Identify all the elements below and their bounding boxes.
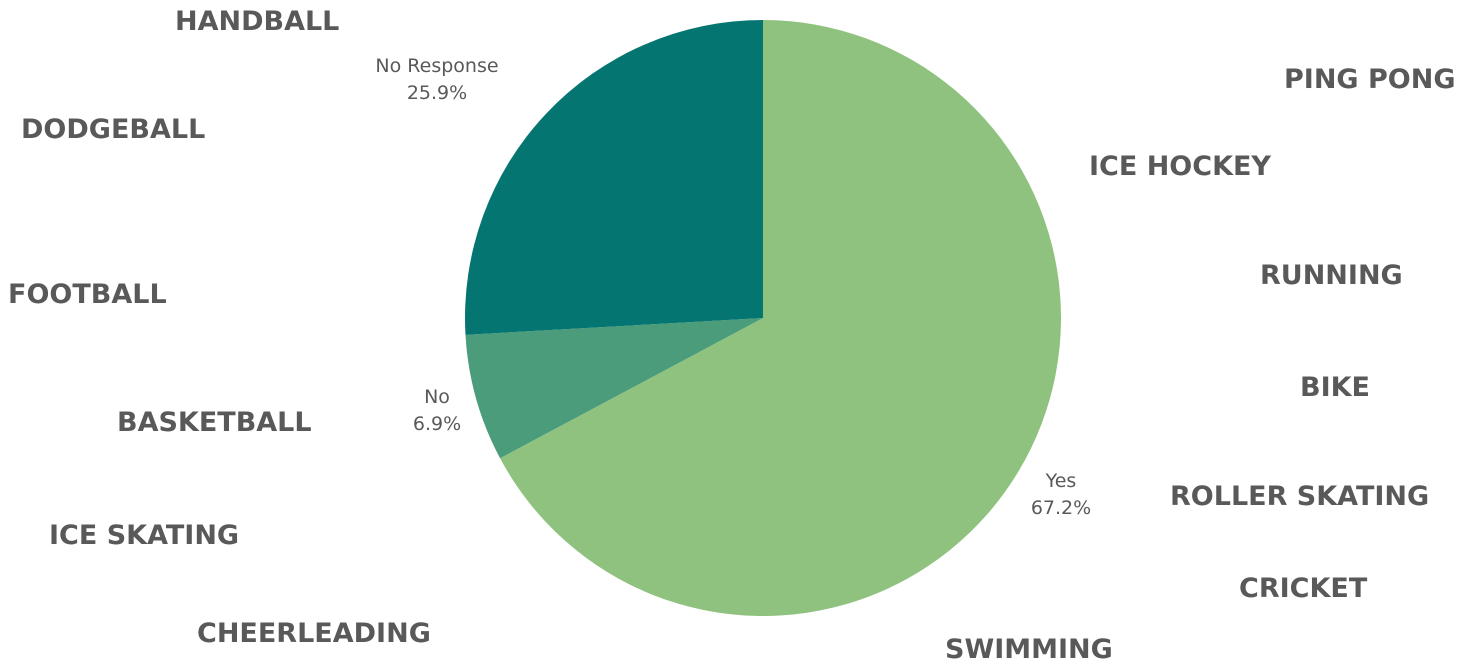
sport-label-running: RUNNING (1260, 260, 1403, 291)
sport-label-ice-skating: ICE SKATING (49, 520, 240, 551)
pie-slice-no-response (465, 20, 763, 335)
sport-label-cheerleading: CHEERLEADING (197, 618, 431, 649)
slice-percent: 25.9% (406, 81, 468, 104)
sport-label-basketball: BASKETBALL (117, 407, 312, 438)
sport-label-football: FOOTBALL (8, 279, 167, 310)
slice-label-yes: Yes 67.2% (1031, 468, 1091, 521)
slice-label-no-response: No Response 25.9% (375, 53, 498, 106)
slice-name: No Response (375, 55, 499, 77)
sport-label-ping-pong: PING PONG (1284, 64, 1456, 95)
sport-label-ice-hockey: ICE HOCKEY (1089, 151, 1271, 182)
sport-label-roller-skating: ROLLER SKATING (1170, 481, 1430, 512)
slice-name: Yes (1045, 470, 1077, 492)
sport-label-dodgeball: DODGEBALL (21, 114, 206, 145)
slice-percent: 6.9% (412, 412, 462, 435)
sport-label-cricket: CRICKET (1239, 573, 1368, 604)
sport-label-bike: BIKE (1300, 372, 1370, 403)
slice-label-no: No 6.9% (413, 384, 461, 437)
slice-percent: 67.2% (1030, 496, 1092, 519)
sport-label-swimming: SWIMMING (945, 634, 1113, 665)
slice-name: No (424, 386, 450, 408)
sport-label-handball: HANDBALL (175, 6, 340, 37)
pie-slice-yes (500, 19, 1062, 616)
pie-slice-no (465, 318, 763, 459)
